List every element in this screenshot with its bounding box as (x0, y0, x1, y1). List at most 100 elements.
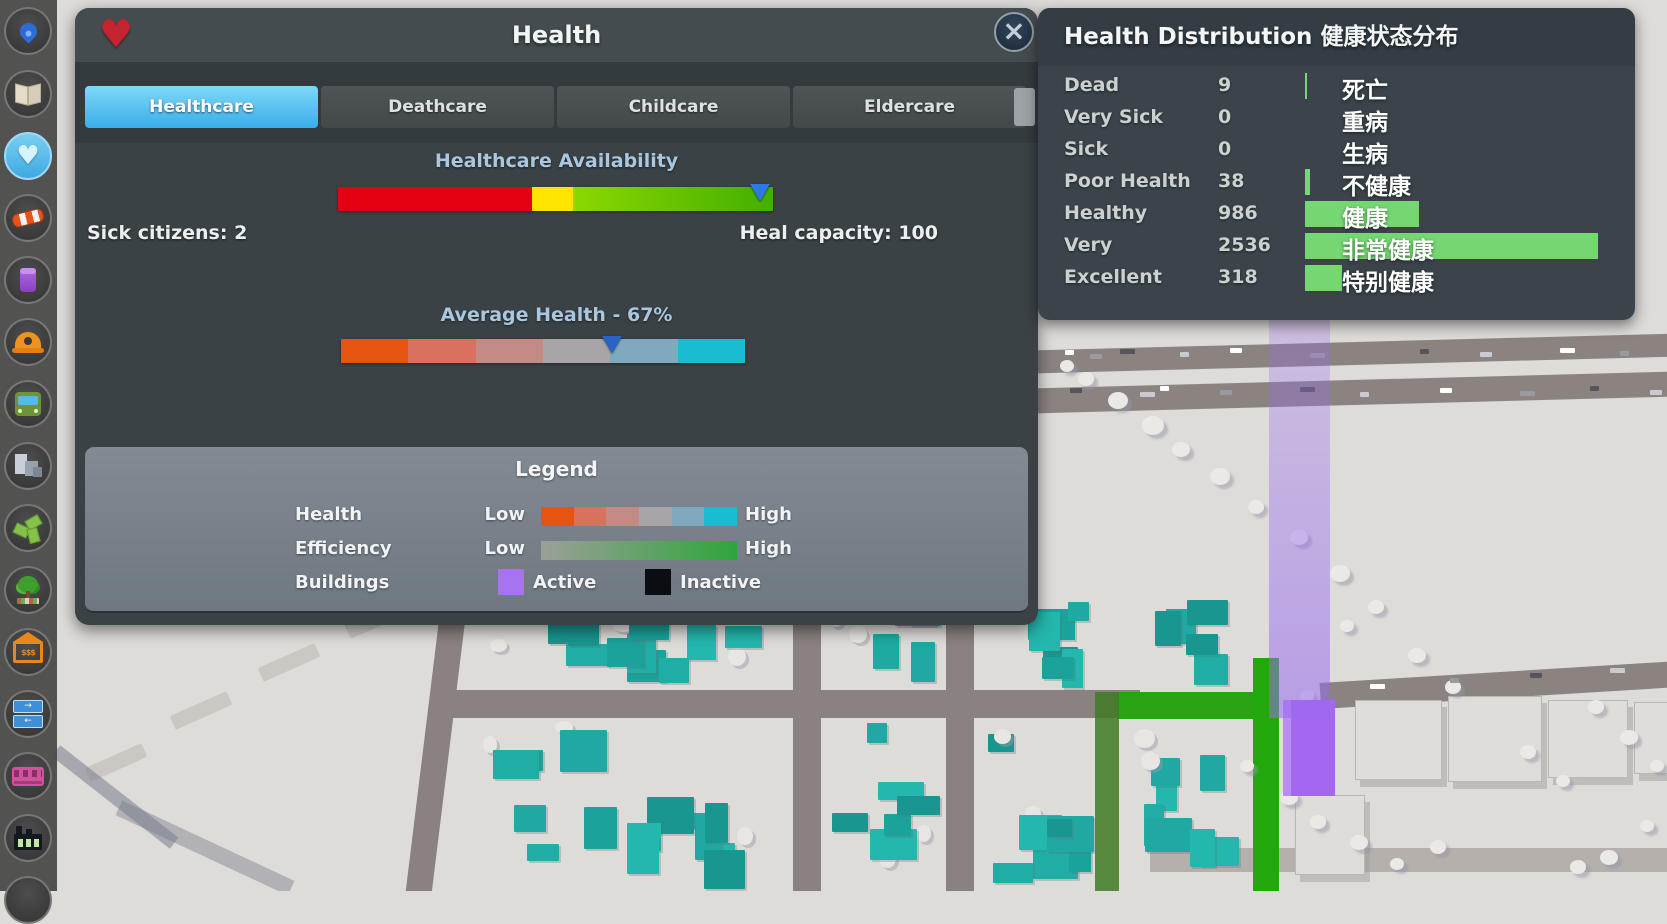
map-snow-tree (1408, 648, 1426, 664)
average-health-segment (475, 339, 543, 363)
map-snow-tree (993, 729, 1011, 745)
legend-buildings-label: Buildings (295, 572, 390, 593)
map-car (1440, 388, 1452, 393)
legend-health-segment (573, 507, 607, 526)
map-snow-tree (1556, 775, 1570, 787)
tab-childcare[interactable]: Childcare (557, 86, 790, 128)
legend-health-segment (704, 507, 737, 526)
purple-canister-icon[interactable] (4, 256, 52, 304)
map-snow-tree (1368, 600, 1384, 614)
transfer-arrows-icon[interactable]: → ← (4, 690, 52, 738)
distribution-row: Dead 9 死亡 (1038, 70, 1635, 104)
legend-efficiency-gradient-bar (541, 541, 737, 560)
tab-eldercare[interactable]: Eldercare (793, 86, 1026, 128)
distribution-row-bar (1305, 201, 1419, 227)
house-dollar-icon[interactable]: $$$ (4, 628, 52, 676)
factory-shape (14, 826, 42, 850)
helmet-shape (12, 331, 44, 353)
availability-bar (338, 187, 773, 211)
map-snow-tree (1340, 620, 1354, 632)
distribution-row-zh: 生病 (1342, 142, 1388, 168)
legend-health-segment (541, 507, 574, 526)
map-car (1065, 350, 1074, 355)
map-gray-building (1448, 696, 1542, 782)
map-dash (169, 691, 233, 730)
map-car (1590, 386, 1599, 391)
map-teal-building (704, 850, 745, 890)
health-panel: ♥ Health × Healthcare Deathcare Childcar… (75, 8, 1038, 625)
map-road (793, 592, 821, 891)
map-teal-building (514, 805, 547, 832)
water-drop-icon[interactable] (4, 7, 52, 55)
map-snow-tree (1310, 815, 1326, 829)
distribution-row-bar (1305, 265, 1342, 291)
legend-efficiency-high: High (745, 538, 792, 559)
tab-healthcare[interactable]: Healthcare (85, 86, 318, 128)
map-car (1090, 354, 1102, 359)
map-teal-building (527, 843, 559, 862)
safety-helmet-icon[interactable] (4, 318, 52, 366)
map-snow-tree (728, 646, 747, 667)
map-snow-tree (1141, 751, 1160, 771)
distribution-row-bar (1305, 169, 1310, 195)
map-snow-tree (490, 638, 508, 653)
map-snow-tree (1600, 850, 1618, 866)
city-buildings-icon[interactable] (4, 442, 52, 490)
distribution-row: Poor Health 38 不健康 (1038, 166, 1635, 200)
map-teal-building (1068, 848, 1091, 872)
map-teal-building (584, 807, 618, 849)
tab-deathcare[interactable]: Deathcare (321, 86, 554, 128)
distribution-title-zh: 健康状态分布 (1320, 24, 1459, 50)
map-teal-building (1155, 611, 1182, 646)
average-health-segment (677, 339, 745, 363)
map-car (1120, 349, 1135, 354)
distribution-row-value: 986 (1218, 202, 1258, 224)
map-road (946, 592, 974, 891)
map-car (1220, 390, 1232, 395)
park-tree-icon[interactable] (4, 566, 52, 614)
education-book-icon[interactable] (4, 70, 52, 118)
map-teal-building (560, 730, 607, 772)
legend-health-segment (638, 507, 672, 526)
map-teal-building (705, 803, 729, 844)
map-car (1180, 352, 1189, 357)
distribution-row-zh: 特别健康 (1342, 270, 1434, 296)
distribution-row-label: Excellent (1064, 266, 1162, 288)
map-teal-building (1144, 818, 1192, 853)
transport-bus-icon[interactable] (4, 380, 52, 428)
health-heart-icon[interactable]: ♥ (4, 132, 52, 180)
map-car (1360, 392, 1369, 397)
distribution-row: Healthy 986 健康 (1038, 198, 1635, 232)
map-teal-building (686, 624, 716, 661)
info-view-sidebar: ♥ $$$ → ← (0, 0, 57, 924)
map-teal-building (1185, 634, 1219, 655)
availability-segment (531, 187, 573, 211)
close-icon[interactable]: × (994, 12, 1034, 52)
legend-active-label: Active (533, 572, 597, 593)
windsock-icon[interactable] (4, 194, 52, 242)
map-snow-tree (1445, 680, 1461, 694)
distribution-row-label: Dead (1064, 74, 1120, 96)
factory-icon[interactable] (4, 814, 52, 862)
pink-bus-icon[interactable] (4, 752, 52, 800)
distribution-title-en: Health Distribution (1064, 24, 1313, 50)
map-snow-tree (1240, 760, 1254, 772)
distribution-row-zh: 重病 (1342, 110, 1388, 136)
hidden-partial-icon[interactable] (4, 876, 52, 924)
map-snow-tree (849, 626, 867, 643)
average-health-segment (408, 339, 476, 363)
map-snow-tree (1078, 372, 1094, 386)
map-teal-building (1194, 654, 1229, 685)
map-snow-tree (1588, 700, 1604, 714)
distribution-row: Very 2536 非常健康 (1038, 230, 1635, 264)
map-highway (1029, 371, 1667, 414)
heal-capacity-text: Heal capacity: 100 (739, 222, 938, 244)
map-coverage-road (1117, 692, 1274, 719)
distribution-row-label: Poor Health (1064, 170, 1191, 192)
map-road (440, 690, 1140, 718)
green-blocks-icon[interactable] (4, 504, 52, 552)
map-snow-tree (1248, 500, 1264, 514)
map-teal-building (567, 622, 599, 647)
sick-citizens-text: Sick citizens: 2 (87, 222, 248, 244)
map-snow-tree (1640, 820, 1654, 832)
